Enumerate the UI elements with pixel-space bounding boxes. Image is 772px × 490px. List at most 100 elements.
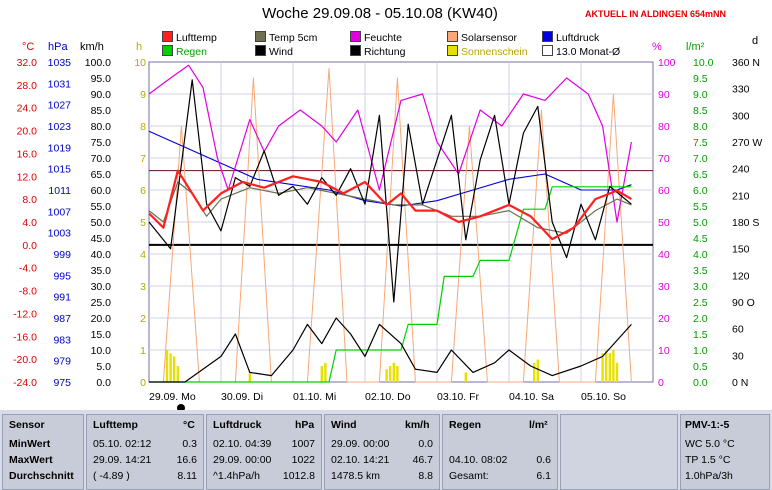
wind-avg-value: 8.8: [418, 470, 433, 482]
legend-label: Luftdruck: [556, 32, 600, 44]
location-label: AKTUELL IN ALDINGEN 654mNN: [585, 9, 727, 19]
sun-tick-label: 1: [140, 345, 146, 357]
legend-label: Lufttemp: [176, 32, 217, 44]
humidity-tick-label: 70: [658, 153, 670, 165]
pmv-windchill: WC 5.0 °C: [685, 438, 735, 450]
legend-label: 13.0 Monat-Ø: [556, 46, 621, 58]
series-line-wind: [149, 317, 632, 383]
series: [148, 64, 653, 383]
luftdruck-max-value: 1022: [291, 454, 315, 466]
legend-wind: Wind: [255, 45, 293, 58]
humidity-tick-label: 100: [658, 57, 676, 69]
rain-tick-label: 1.5: [693, 329, 708, 341]
direction-tick-label: 180 S: [732, 217, 759, 229]
wind-tick-label: 15.0: [91, 329, 112, 341]
rain-tick-label: 1.0: [693, 345, 708, 357]
sun-tick-label: 8: [140, 121, 146, 133]
current-day-marker: [177, 404, 185, 410]
pressure-tick-label: 975: [53, 377, 71, 389]
humidity-tick-label: 40: [658, 249, 670, 261]
wind-tick-label: 5.0: [96, 361, 111, 373]
legend-label: Temp 5cm: [269, 32, 318, 44]
panel-pmv: PMV-1:-5 WC 5.0 °C TP 1.5 °C 1.0hPa/3h: [680, 414, 770, 490]
wind-tick-label: 50.0: [91, 217, 112, 229]
direction-tick-label: 300: [732, 110, 750, 122]
lufttemp-min-value: 0.3: [182, 438, 197, 450]
wind-tick-label: 45.0: [91, 233, 112, 245]
wind-unit-label: km/h: [80, 41, 104, 53]
row-label-max: MaxWert: [9, 454, 53, 466]
series-line-lufttemp: [148, 169, 632, 241]
legend-richtung: Richtung: [350, 45, 405, 58]
pressure-tick-label: 1027: [48, 100, 72, 112]
lufttemp-min-time: 05.10. 02:12: [93, 438, 152, 450]
lufttemp-max-time: 29.09. 14:21: [93, 454, 152, 466]
sunshine-bar: [165, 350, 169, 382]
pressure-tick-label: 999: [53, 249, 71, 261]
humidity-tick-label: 30: [658, 281, 670, 293]
legend-feuchte: Feuchte: [350, 31, 402, 44]
wind-tick-label: 70.0: [91, 153, 112, 165]
legend-swatch: [255, 31, 266, 42]
rain-tick-label: 7.0: [693, 153, 708, 165]
sunshine-bar: [392, 362, 395, 382]
temp-tick-label: 28.0: [17, 80, 38, 92]
pmv-dewpoint: TP 1.5 °C: [685, 454, 731, 466]
regen-total-value: 6.1: [536, 470, 551, 482]
x-tick-label: 05.10. So: [581, 391, 626, 403]
lufttemp-avg-note: ( -4.89 ): [93, 470, 130, 482]
sunshine-bar: [601, 353, 604, 382]
legend-swatch: [255, 45, 266, 56]
sun-tick-label: 3: [140, 281, 146, 293]
sunshine-bar: [385, 369, 388, 382]
row-label-min: MinWert: [9, 438, 51, 450]
humidity-tick-label: 80: [658, 121, 670, 133]
direction-tick-label: 210: [732, 190, 750, 202]
wind-tick-label: 85.0: [91, 105, 112, 117]
x-tick-label: 04.10. Sa: [509, 391, 554, 403]
pressure-tick-label: 991: [53, 292, 71, 304]
temp-tick-label: -4.0: [19, 263, 37, 275]
pressure-tick-label: 1031: [48, 78, 72, 90]
legend-lufttemp: Lufttemp: [162, 31, 217, 44]
pressure-tick-label: 987: [53, 313, 71, 325]
x-tick-label: 03.10. Fr: [437, 391, 480, 403]
temp-tick-label: 8.0: [22, 194, 37, 206]
sun-tick-label: 6: [140, 185, 146, 197]
wind-header: Wind: [331, 419, 357, 431]
temp-tick-label: -24.0: [13, 377, 37, 389]
temp-tick-label: -8.0: [19, 286, 37, 298]
temp-tick-label: 32.0: [17, 57, 38, 69]
sensor-header: Sensor: [9, 419, 45, 431]
pressure-tick-label: 1019: [48, 142, 72, 154]
x-tick-label: 02.10. Do: [365, 391, 411, 403]
legend-monthly-mean: 13.0 Monat-Ø: [542, 45, 620, 58]
legend-label: Richtung: [364, 46, 406, 58]
wind-tick-label: 35.0: [91, 265, 112, 277]
sunshine-bar: [169, 353, 172, 382]
luftdruck-max-time: 29.09. 00:00: [213, 454, 272, 466]
sunshine-bar: [464, 372, 467, 382]
rain-tick-label: 2.5: [693, 297, 708, 309]
panel-regen: Regen l/m² 04.10. 08:02 0.6 Gesamt: 6.1: [442, 414, 558, 490]
legend-swatch: [542, 31, 553, 42]
direction-tick-label: 360 N: [732, 57, 760, 69]
sun-tick-label: 9: [140, 89, 146, 101]
pmv-header: PMV-1:-5: [685, 419, 730, 431]
wind-tick-label: 25.0: [91, 297, 112, 309]
panel-lufttemp: Lufttemp °C 05.10. 02:12 0.3 29.09. 14:2…: [86, 414, 204, 490]
x-tick-label: 01.10. Mi: [293, 391, 336, 403]
luftdruck-unit: hPa: [295, 419, 315, 431]
rain-tick-label: 5.5: [693, 201, 708, 213]
sun-tick-label: 2: [140, 313, 146, 325]
wind-tick-label: 65.0: [91, 169, 112, 181]
wind-tick-label: 40.0: [91, 249, 112, 261]
direction-tick-label: 0 N: [732, 377, 748, 389]
x-tick-label: 30.09. Di: [221, 391, 263, 403]
direction-tick-label: 240: [732, 164, 750, 176]
sunshine-bar: [389, 366, 392, 382]
lufttemp-unit: °C: [183, 419, 195, 431]
rain-tick-label: 0.5: [693, 361, 708, 373]
direction-tick-label: 270 W: [732, 137, 762, 149]
temp-tick-label: -20.0: [13, 354, 37, 366]
